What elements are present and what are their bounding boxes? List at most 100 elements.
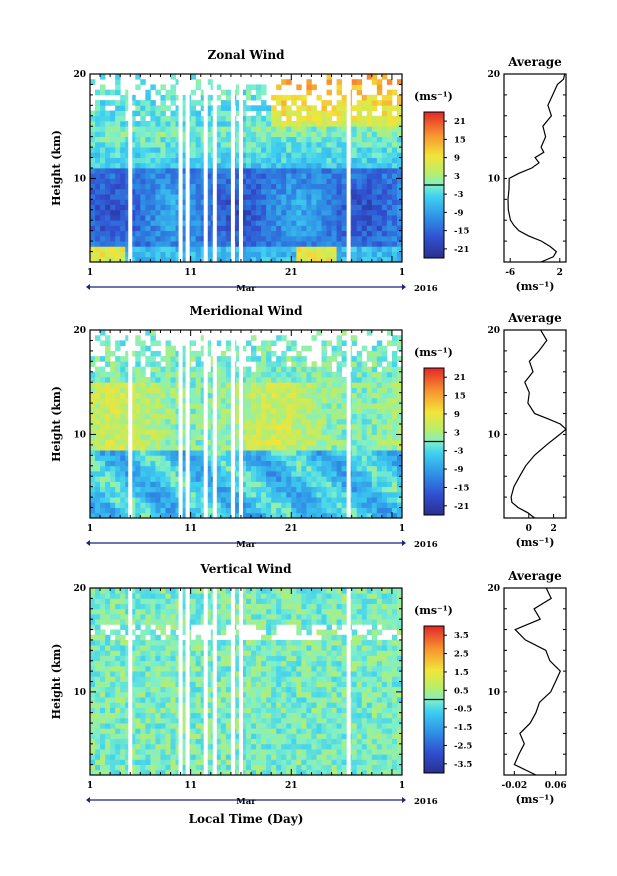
heatmap-cell: [301, 507, 307, 514]
heatmap-cell: [341, 439, 348, 446]
heatmap-cell: [165, 418, 171, 425]
heatmap-cell: [130, 230, 136, 237]
heatmap-cell: [301, 387, 307, 394]
heatmap-cell: [266, 230, 272, 237]
heatmap-cell: [95, 728, 101, 734]
heatmap-cell: [170, 434, 176, 441]
heatmap-cell: [321, 418, 327, 425]
heatmap-cell: [130, 251, 136, 258]
heatmap-cell: [281, 481, 287, 488]
heatmap-cell: [90, 723, 96, 729]
heatmap-cell: [240, 121, 247, 127]
heatmap-cell: [180, 356, 187, 362]
heatmap-cell: [175, 110, 181, 117]
heatmap-cell: [246, 115, 252, 122]
heatmap-cell: [246, 413, 252, 420]
heatmap-cell: [125, 377, 131, 383]
heatmap-cell: [220, 429, 227, 435]
heatmap-cell: [180, 408, 187, 414]
heatmap-cell: [321, 366, 327, 373]
heatmap-cell: [150, 481, 156, 488]
heatmap-cell: [326, 194, 332, 200]
heatmap-cell: [321, 235, 327, 242]
heatmap-cell: [135, 335, 141, 341]
heatmap-cell: [135, 764, 141, 771]
heatmap-cell: [240, 439, 247, 446]
heatmap-cell: [220, 136, 227, 143]
heatmap-cell: [115, 235, 121, 242]
heatmap-cell: [155, 650, 161, 656]
heatmap-cell: [130, 397, 136, 404]
heatmap-cell: [180, 465, 187, 472]
heatmap-cell: [301, 481, 307, 488]
heatmap-cell: [165, 717, 171, 724]
heatmap-cell: [351, 486, 358, 493]
heatmap-cell: [311, 173, 317, 179]
heatmap-cell: [115, 74, 121, 80]
heatmap-cell: [145, 256, 151, 263]
heatmap-cell: [246, 502, 252, 508]
heatmap-cell: [160, 749, 166, 755]
heatmap-cell: [235, 178, 242, 185]
heatmap-cell: [205, 434, 212, 441]
heatmap-cell: [235, 450, 242, 456]
heatmap-cell: [135, 460, 141, 467]
heatmap-cell: [205, 403, 212, 409]
heatmap-cell: [125, 486, 131, 493]
heatmap-cell: [135, 650, 141, 656]
heatmap-cell: [140, 251, 146, 258]
heatmap-cell: [381, 424, 388, 430]
heatmap-cell: [291, 173, 297, 179]
heatmap-cell: [381, 345, 388, 352]
heatmap-cell: [105, 619, 111, 625]
heatmap-cell: [155, 225, 161, 232]
heatmap-cell: [266, 434, 272, 441]
heatmap-cell: [356, 476, 363, 482]
heatmap-cell: [251, 230, 257, 237]
heatmap-cell: [361, 481, 368, 488]
heatmap-cell: [135, 387, 141, 394]
heatmap-cell: [145, 131, 151, 138]
heatmap-cell: [200, 382, 207, 388]
heatmap-cell: [225, 246, 232, 252]
heatmap-cell: [135, 588, 141, 594]
heatmap-cell: [291, 460, 297, 467]
heatmap-cell: [396, 105, 403, 111]
heatmap-cell: [100, 486, 106, 493]
heatmap-cell: [160, 660, 166, 667]
heatmap-cell: [135, 665, 141, 672]
heatmap-cell: [150, 613, 156, 620]
heatmap-cell: [396, 382, 403, 388]
heatmap-cell: [381, 162, 388, 169]
heatmap-cell: [316, 235, 322, 242]
heatmap-cell: [130, 691, 136, 698]
heatmap-cell: [135, 403, 141, 409]
heatmap-cell: [301, 251, 307, 258]
heatmap-cell: [130, 676, 136, 682]
heatmap-cell: [145, 733, 151, 740]
heatmap-cell: [205, 79, 212, 85]
heatmap-cell: [195, 204, 202, 211]
heatmap-cell: [150, 723, 156, 729]
heatmap-cell: [145, 754, 151, 760]
heatmap-cell: [150, 366, 156, 373]
heatmap-cell: [251, 141, 257, 148]
heatmap-cell: [150, 377, 156, 383]
heatmap-cell: [256, 392, 262, 399]
heatmap-cell: [326, 387, 332, 394]
heatmap-cells: [90, 330, 403, 519]
heatmap-cell: [351, 147, 358, 153]
heatmap-cell: [336, 476, 343, 482]
heatmap-cell: [356, 251, 363, 258]
heatmap-cell: [291, 121, 297, 127]
heatmap-cell: [351, 450, 358, 456]
heatmap-cell: [366, 486, 373, 493]
heatmap-cell: [215, 230, 222, 237]
heatmap-cell: [165, 439, 171, 446]
heatmap-cell: [90, 110, 96, 117]
heatmap-cell: [100, 686, 106, 693]
heatmap-cell: [316, 188, 322, 195]
heatmap-cell: [356, 465, 363, 472]
heatmap-cell: [316, 444, 322, 451]
heatmap-cell: [100, 382, 106, 388]
